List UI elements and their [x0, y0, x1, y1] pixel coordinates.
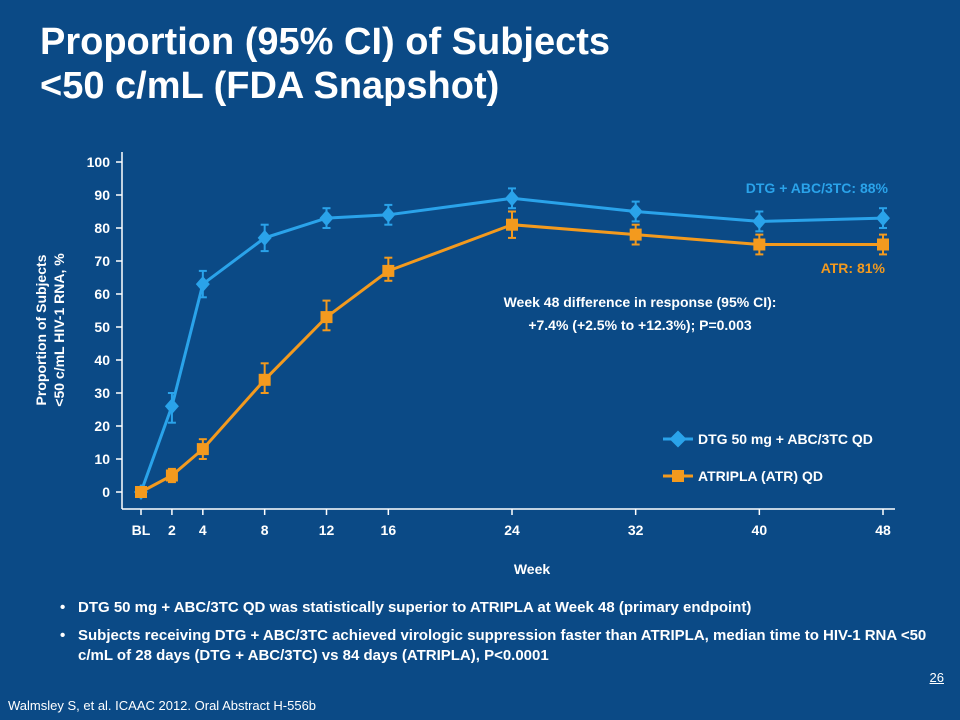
x-axis-label: Week: [514, 561, 551, 577]
atr-data-point: [135, 486, 147, 498]
annotation-line-2: +7.4% (+2.5% to +12.3%); P=0.003: [528, 317, 752, 333]
atr-data-point: [196, 443, 209, 456]
y-tick-label: 80: [94, 220, 110, 236]
legend-dtg-marker: [669, 430, 687, 448]
atr-data-point: [258, 373, 271, 386]
x-tick-label: 16: [381, 522, 397, 538]
slide-title: Proportion (95% CI) of Subjects <50 c/mL…: [40, 20, 940, 108]
x-tick-label: 32: [628, 522, 644, 538]
dtg-series-line: [139, 196, 884, 493]
x-tick-label: 24: [504, 522, 520, 538]
dtg-data-point: [505, 190, 519, 207]
dtg-data-point: [628, 203, 643, 220]
atr-end-label: ATR: 81%: [821, 260, 886, 276]
y-axis-label-line-2: <50 c/mL HIV-1 RNA, %: [51, 253, 67, 407]
dtg-data-point: [164, 398, 179, 415]
title-line-1: Proportion (95% CI) of Subjects: [40, 21, 611, 63]
dtg-data-point: [876, 210, 890, 227]
y-axis-label-line-1: Proportion of Subjects: [33, 254, 49, 405]
x-tick-label: 12: [319, 522, 335, 538]
x-tick-label: 8: [261, 522, 269, 538]
annotation-line-1: Week 48 difference in response (95% CI):: [504, 294, 777, 310]
y-tick-label: 30: [94, 385, 110, 401]
legend-atr-marker: [672, 470, 684, 482]
y-tick-label: 0: [102, 484, 110, 500]
y-axis-label: Proportion of Subjects <50 c/mL HIV-1 RN…: [33, 253, 67, 407]
title-line-2: <50 c/mL (FDA Snapshot): [40, 65, 500, 107]
legend: DTG 50 mg + ABC/3TC QD ATRIPLA (ATR) QD: [663, 430, 873, 484]
x-tick-label: 4: [199, 522, 207, 538]
y-tick-label: 50: [94, 319, 110, 335]
dtg-data-point: [752, 213, 767, 230]
legend-dtg-label: DTG 50 mg + ABC/3TC QD: [698, 431, 873, 447]
bullet-item-1: DTG 50 mg + ABC/3TC QD was statistically…: [60, 598, 930, 618]
x-tick-label: 2: [168, 522, 176, 538]
y-tick-label: 90: [94, 187, 110, 203]
chart-series: [134, 187, 890, 500]
atr-data-point: [320, 311, 333, 324]
atr-data-point: [382, 264, 395, 277]
atr-data-point: [753, 238, 766, 251]
dtg-end-label: DTG + ABC/3TC: 88%: [746, 180, 889, 196]
dtg-data-point: [257, 229, 272, 246]
x-tick-label: BL: [132, 522, 151, 538]
x-tick-label: 40: [752, 522, 768, 538]
y-tick-label: 10: [94, 451, 110, 467]
atr-data-point: [629, 228, 642, 241]
dtg-data-point: [195, 276, 210, 293]
x-tick-label: 48: [875, 522, 891, 538]
citation: Walmsley S, et al. ICAAC 2012. Oral Abst…: [8, 698, 317, 713]
y-tick-label: 70: [94, 253, 110, 269]
y-tick-label: 60: [94, 286, 110, 302]
page-number[interactable]: 26: [929, 670, 944, 685]
legend-atr-label: ATRIPLA (ATR) QD: [698, 468, 823, 484]
dtg-data-point: [381, 206, 396, 223]
bullet-list: DTG 50 mg + ABC/3TC QD was statistically…: [60, 598, 930, 674]
y-tick-label: 20: [94, 418, 110, 434]
bullet-item-2: Subjects receiving DTG + ABC/3TC achieve…: [60, 626, 930, 666]
dtg-data-point: [319, 210, 334, 227]
atr-data-point: [877, 238, 889, 251]
atr-series-line: [140, 223, 883, 494]
y-tick-label: 40: [94, 352, 110, 368]
atr-data-point: [165, 469, 178, 482]
y-tick-label: 100: [87, 154, 111, 170]
atr-data-point: [506, 218, 518, 231]
